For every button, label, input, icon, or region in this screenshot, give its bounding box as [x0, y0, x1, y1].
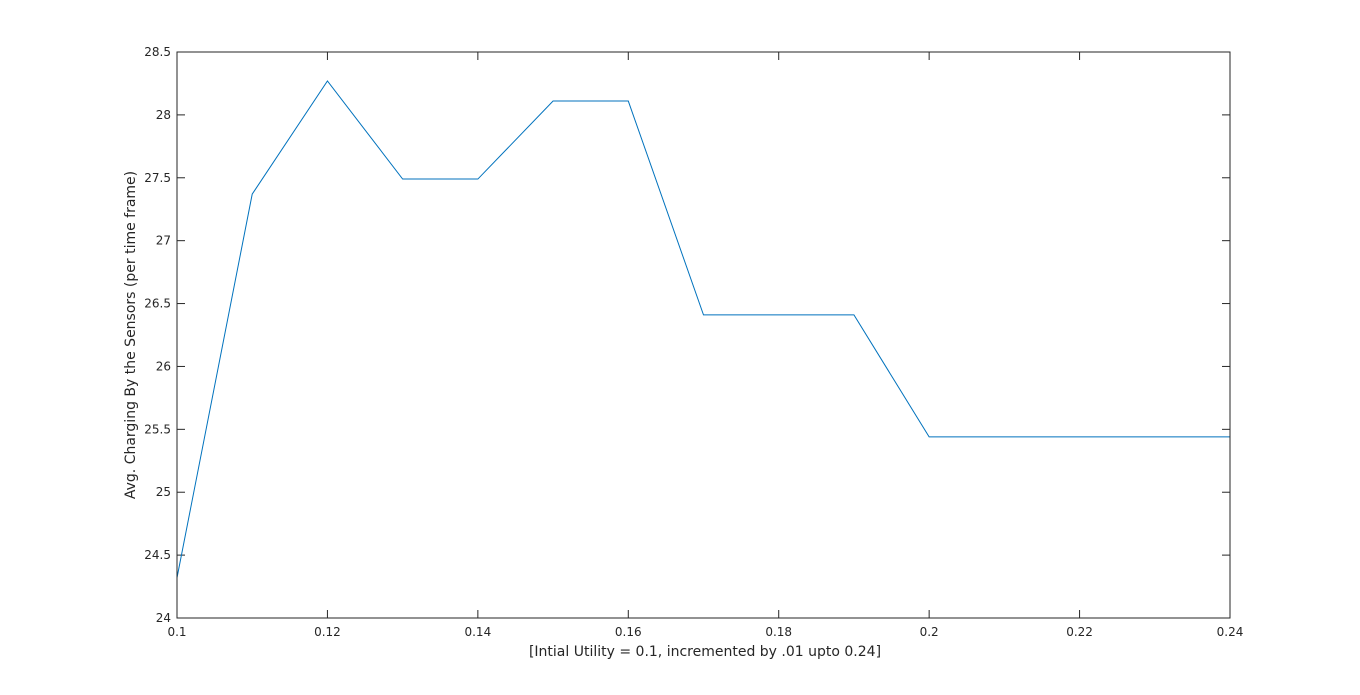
x-axis-label: [Intial Utility = 0.1, incremented by .0… — [529, 644, 881, 660]
series-line — [176, 80, 1230, 578]
x-tick-label: 0.1 — [167, 625, 186, 639]
x-tick-label: 0.14 — [464, 625, 491, 639]
y-axis-label: Avg. Charging By the Sensors (per time f… — [123, 171, 139, 499]
x-tick-label: 0.22 — [1066, 625, 1093, 639]
y-tick-label: 27.5 — [144, 171, 171, 185]
y-tick-label: 26.5 — [144, 297, 171, 311]
y-tick-label: 25 — [156, 485, 171, 499]
y-tick-label: 24.5 — [144, 548, 171, 562]
tick-labels: 0.1 0.12 0.14 0.16 0.18 0.2 0.22 0.24 24 24.5 25 25… — [144, 45, 1243, 639]
y-tick-label: 24 — [156, 611, 171, 625]
x-tick-label: 0.18 — [765, 625, 792, 639]
y-tick-label: 28 — [156, 108, 171, 122]
x-tick-label: 0.24 — [1217, 625, 1244, 639]
x-tick-label: 0.12 — [314, 625, 341, 639]
y-tick-label: 26 — [156, 359, 171, 373]
x-tick-label: 0.16 — [615, 625, 642, 639]
y-tick-label: 27 — [156, 234, 171, 248]
plot-area — [177, 52, 1230, 618]
y-tick-label: 28.5 — [144, 45, 171, 59]
x-tick-label: 0.2 — [920, 625, 939, 639]
plot-frame — [176, 51, 1231, 619]
y-tick-label: 25.5 — [144, 422, 171, 436]
